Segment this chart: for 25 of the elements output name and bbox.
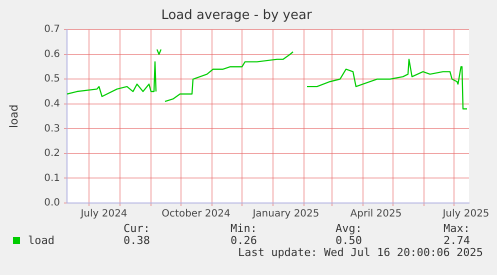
y-tick-label: 0.2 [44, 148, 60, 160]
y-tick-label: 0.7 [44, 24, 60, 36]
y-tick-label: 0.5 [44, 74, 60, 85]
y-tick-label: 0.4 [44, 98, 60, 110]
text: Min: [230, 222, 257, 235]
x-tick-label: July 2024 [80, 208, 128, 220]
y-tick-label: 0.0 [44, 198, 60, 209]
y-tick-label: 0.6 [44, 48, 60, 60]
text: 0.38 [124, 234, 150, 247]
text: 2.74 [444, 234, 470, 247]
text: Avg: [336, 222, 362, 235]
chart-title: Load average - by year [161, 8, 312, 24]
text: Last update: Wed Jul 16 20:00:06 2025 [238, 246, 483, 259]
legend-label: load [27, 234, 54, 247]
x-tick-label: January 2025 [252, 208, 320, 220]
y-axis-title: load [7, 104, 20, 128]
x-tick-label: April 2025 [350, 208, 402, 220]
text: 0.26 [230, 234, 257, 247]
y-tick-label: 0.1 [44, 172, 60, 184]
y-tick-label: 0.3 [44, 123, 60, 134]
x-tick-label: July 2025 [442, 208, 490, 220]
x-tick-label: October 2024 [162, 208, 230, 220]
text: Max: [444, 222, 470, 235]
text: 0.50 [336, 234, 362, 247]
text: Cur: [124, 222, 150, 235]
